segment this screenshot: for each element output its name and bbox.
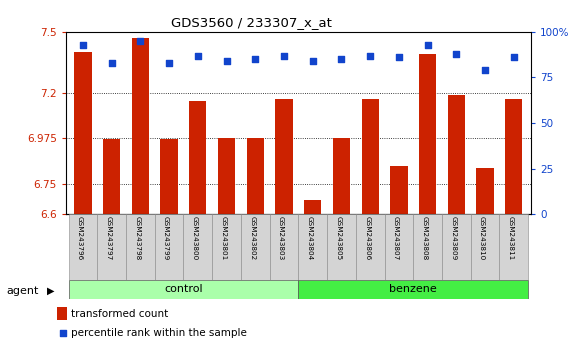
Bar — [218, 138, 235, 214]
Bar — [160, 139, 178, 214]
Text: GSM243802: GSM243802 — [250, 216, 255, 261]
Point — [365, 53, 375, 58]
Text: agent: agent — [7, 286, 39, 296]
Bar — [500, 214, 528, 280]
Bar — [419, 54, 436, 214]
Text: transformed count: transformed count — [71, 309, 168, 319]
Bar — [442, 214, 471, 280]
Point — [395, 55, 404, 60]
Bar — [189, 101, 207, 214]
Bar — [183, 214, 212, 280]
Bar — [298, 280, 528, 299]
Text: GSM243801: GSM243801 — [220, 216, 227, 261]
Text: GSM243798: GSM243798 — [134, 216, 140, 261]
Text: GSM243804: GSM243804 — [307, 216, 313, 261]
Bar — [69, 214, 97, 280]
Point — [337, 56, 346, 62]
Point — [481, 67, 490, 73]
Point — [452, 51, 461, 57]
Bar — [390, 166, 408, 214]
Point — [164, 60, 174, 66]
Bar — [103, 139, 120, 214]
Bar — [275, 99, 292, 214]
Text: GSM243803: GSM243803 — [278, 216, 284, 261]
Bar — [333, 138, 350, 214]
Bar — [361, 99, 379, 214]
Bar — [356, 214, 384, 280]
Text: GSM243810: GSM243810 — [479, 216, 485, 261]
Text: GSM243806: GSM243806 — [364, 216, 370, 261]
Point — [279, 53, 288, 58]
Bar — [212, 214, 241, 280]
Text: GSM243800: GSM243800 — [192, 216, 198, 261]
Point — [107, 60, 116, 66]
Bar — [132, 38, 149, 214]
Text: GSM243796: GSM243796 — [77, 216, 83, 261]
Bar — [471, 214, 500, 280]
Point — [308, 58, 317, 64]
Bar — [74, 52, 91, 214]
Bar — [69, 280, 298, 299]
Bar — [413, 214, 442, 280]
Point — [78, 42, 87, 47]
Point — [423, 42, 432, 47]
Text: control: control — [164, 284, 203, 295]
Bar — [241, 214, 270, 280]
Text: GDS3560 / 233307_x_at: GDS3560 / 233307_x_at — [171, 16, 332, 29]
Point — [509, 55, 518, 60]
Bar — [327, 214, 356, 280]
Bar — [270, 214, 299, 280]
Text: GSM243807: GSM243807 — [393, 216, 399, 261]
Bar — [476, 167, 494, 214]
Bar — [448, 95, 465, 214]
Text: GSM243797: GSM243797 — [106, 216, 111, 261]
Bar — [247, 138, 264, 214]
Bar — [126, 214, 155, 280]
Point — [136, 38, 145, 44]
Text: GSM243799: GSM243799 — [163, 216, 169, 261]
Text: GSM243809: GSM243809 — [451, 216, 456, 261]
Point — [193, 53, 202, 58]
Bar — [97, 214, 126, 280]
Bar — [304, 200, 321, 214]
Text: benzene: benzene — [389, 284, 437, 295]
Text: GSM243811: GSM243811 — [508, 216, 514, 261]
Bar — [384, 214, 413, 280]
Point — [251, 56, 260, 62]
Point — [58, 330, 67, 336]
Text: GSM243805: GSM243805 — [335, 216, 341, 261]
Text: percentile rank within the sample: percentile rank within the sample — [71, 328, 247, 338]
Text: GSM243808: GSM243808 — [421, 216, 428, 261]
Bar — [155, 214, 183, 280]
Bar — [298, 214, 327, 280]
Point — [222, 58, 231, 64]
Bar — [505, 99, 522, 214]
Text: ▶: ▶ — [46, 286, 54, 296]
